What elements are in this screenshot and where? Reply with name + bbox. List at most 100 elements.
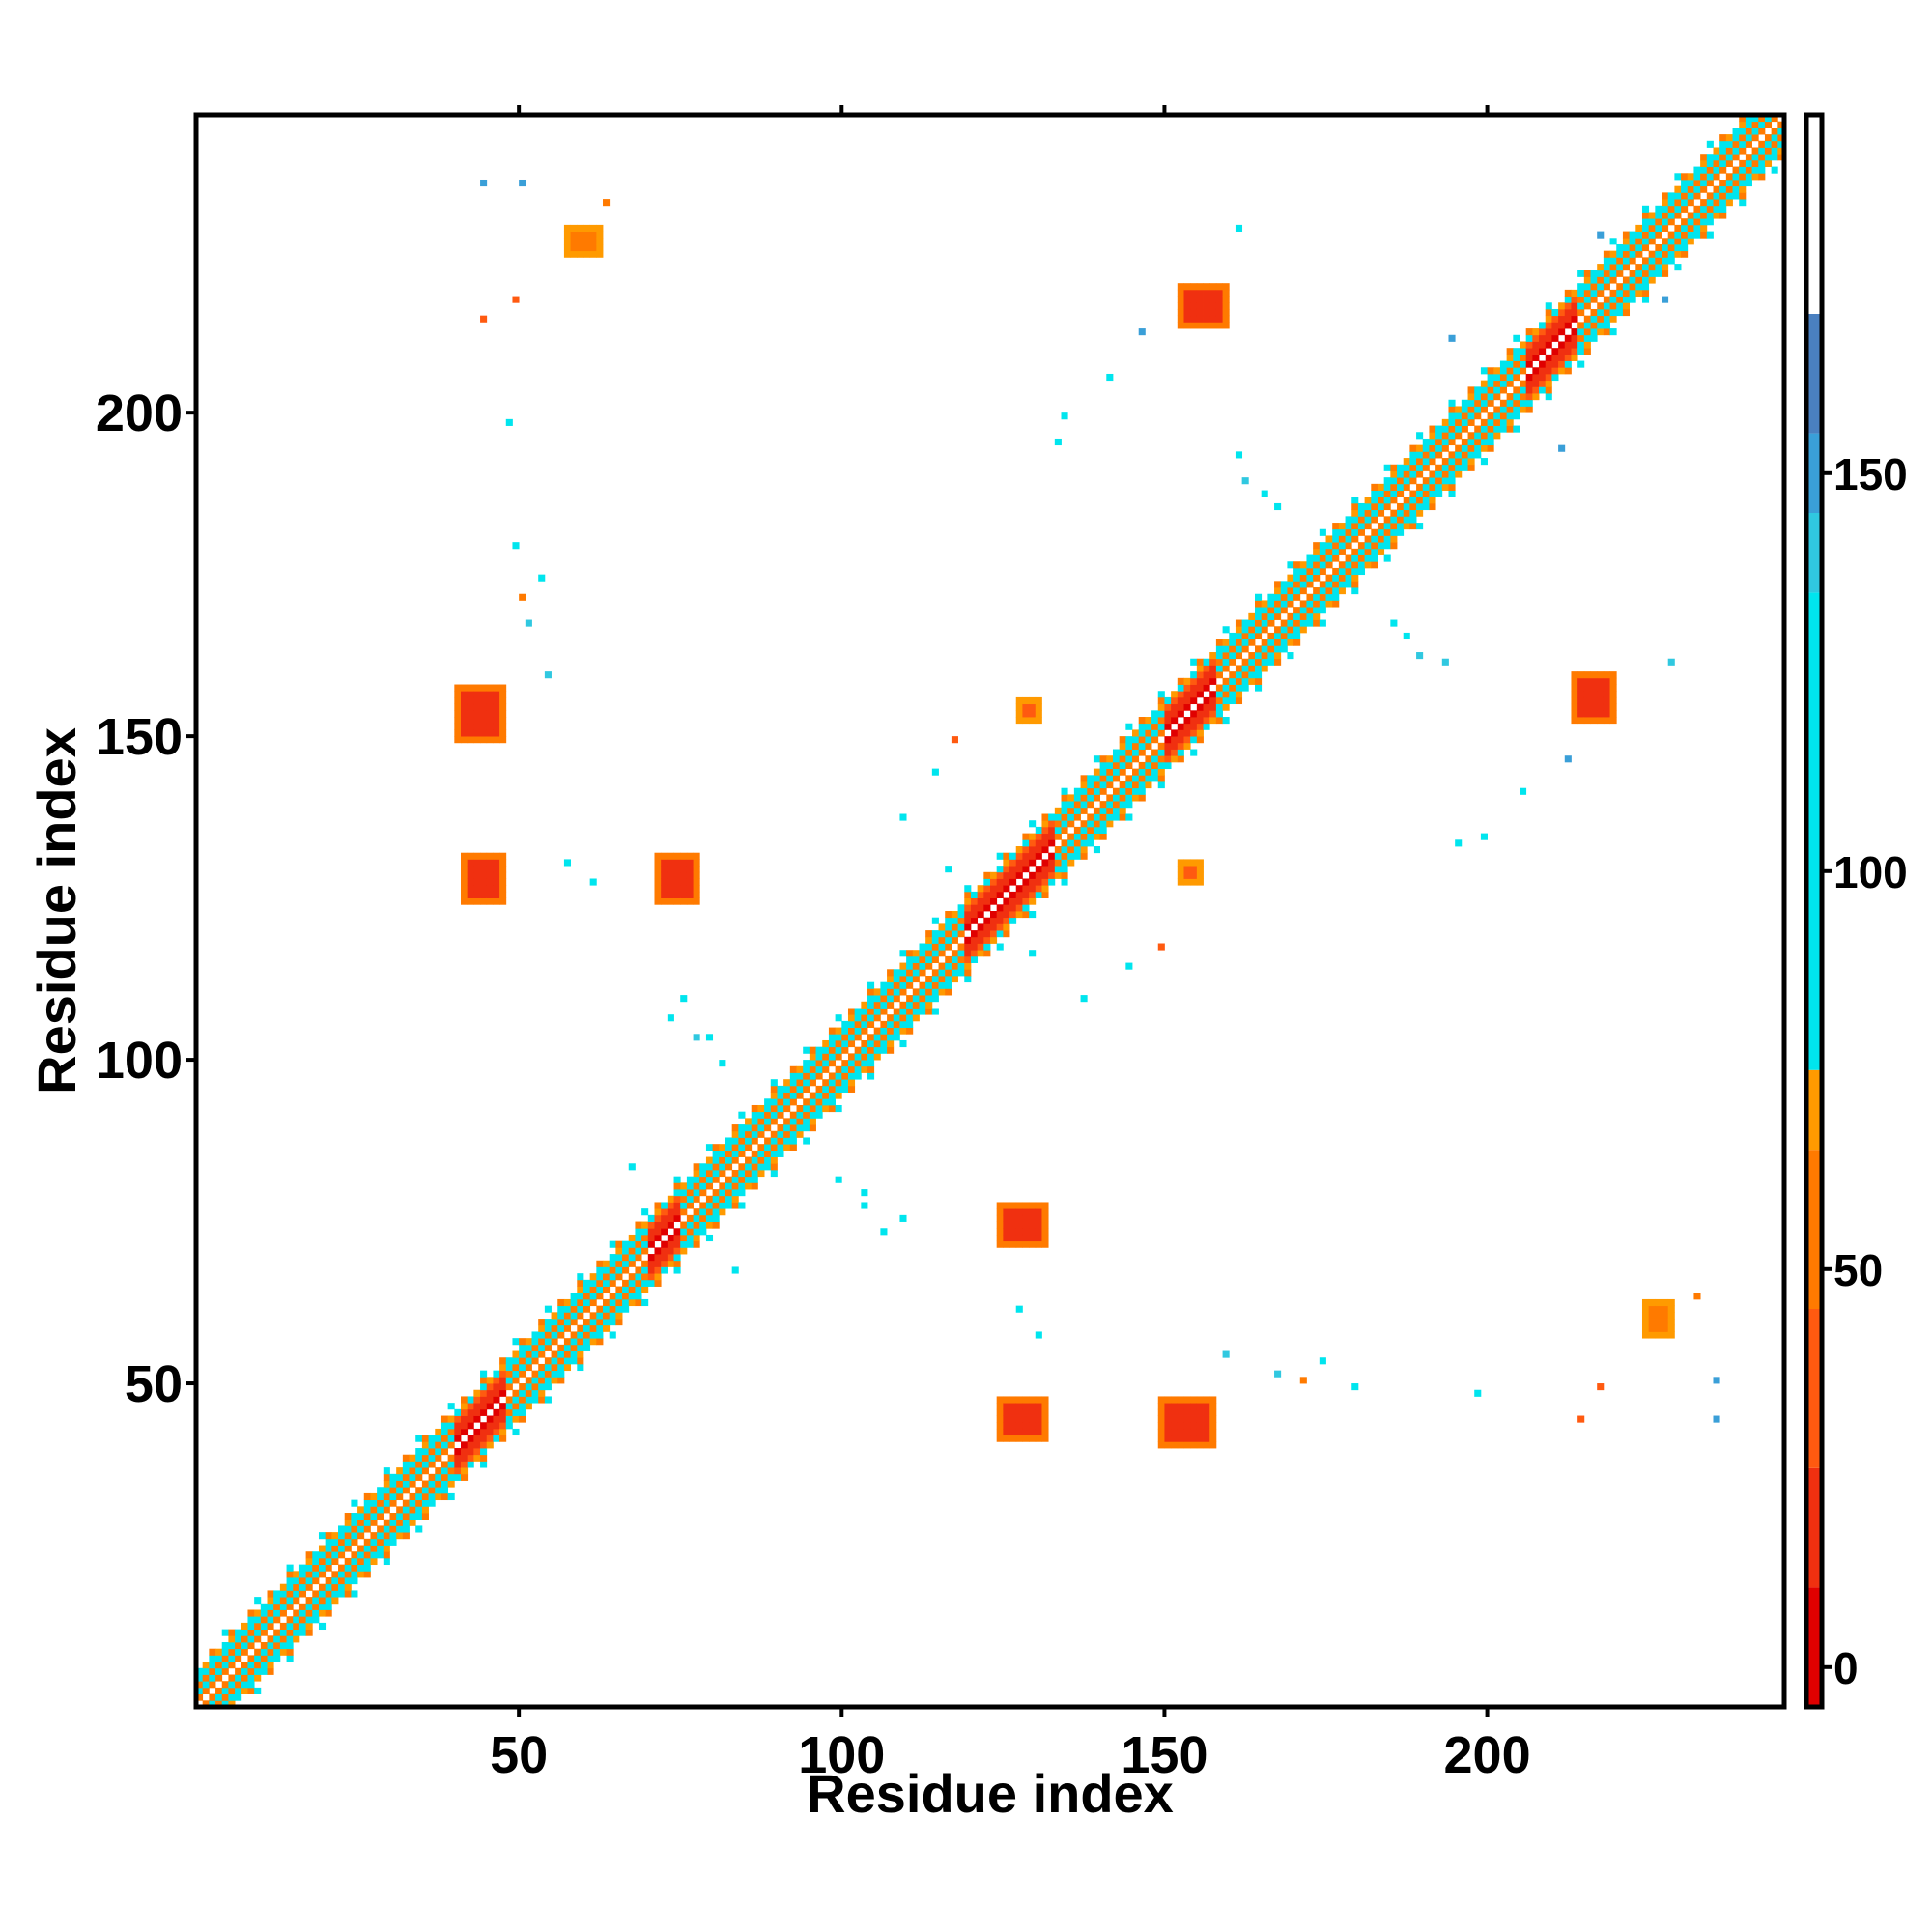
heatmap-cell xyxy=(815,1046,823,1054)
heatmap-cell xyxy=(512,1370,520,1378)
heatmap-cell xyxy=(841,1020,849,1028)
heatmap-cell xyxy=(1758,121,1766,128)
heatmap-cell xyxy=(1739,134,1747,142)
heatmap-cell xyxy=(383,1499,390,1507)
heatmap-cell xyxy=(1603,315,1610,323)
heatmap-cell xyxy=(1474,438,1482,446)
heatmap-cell xyxy=(596,1266,604,1274)
heatmap-cell xyxy=(1164,723,1172,730)
heatmap-cell xyxy=(1719,212,1727,219)
heatmap-cell xyxy=(1022,866,1030,873)
heatmap-cell xyxy=(1641,1331,1650,1339)
heatmap-cell xyxy=(1003,1415,1010,1423)
heatmap-cell xyxy=(383,1519,390,1526)
heatmap-cell xyxy=(1616,270,1624,277)
heatmap-cell xyxy=(1351,535,1359,543)
heatmap-cell xyxy=(931,930,939,938)
heatmap-cell xyxy=(635,1293,642,1300)
heatmap-cell xyxy=(1635,289,1643,297)
heatmap-cell xyxy=(454,696,462,705)
heatmap-cell xyxy=(1171,717,1179,724)
heatmap-cell xyxy=(293,1622,300,1631)
heatmap-cell xyxy=(499,684,507,692)
heatmap-cell xyxy=(1662,1298,1669,1307)
heatmap-cell xyxy=(919,1001,926,1009)
heatmap-cell xyxy=(286,1597,294,1605)
heatmap-cell xyxy=(1073,852,1081,860)
heatmap-cell xyxy=(596,1331,604,1339)
heatmap-cell xyxy=(1157,742,1165,750)
heatmap-cell xyxy=(1261,658,1268,666)
heatmap-cell xyxy=(1171,696,1179,705)
heatmap-cell xyxy=(428,1441,436,1449)
heatmap-cell xyxy=(1416,458,1424,466)
heatmap-cell xyxy=(686,866,694,873)
heatmap-cell xyxy=(1525,341,1533,349)
heatmap-cell xyxy=(1751,166,1759,174)
heatmap-cell xyxy=(538,1344,546,1351)
heatmap-cell xyxy=(1177,871,1184,879)
heatmap-cell xyxy=(1364,502,1372,511)
heatmap-cell xyxy=(1732,192,1740,200)
heatmap-cell xyxy=(1525,406,1533,413)
heatmap-cell xyxy=(996,1202,1004,1209)
heatmap-cell xyxy=(1506,348,1514,355)
heatmap-cell xyxy=(1177,322,1184,329)
heatmap-cell xyxy=(1280,619,1288,627)
heatmap-cell xyxy=(1655,264,1662,271)
heatmap-cell xyxy=(1048,871,1056,879)
heatmap-cell xyxy=(1422,502,1430,511)
heatmap-cell xyxy=(1022,717,1030,724)
heatmap-cell xyxy=(1706,173,1714,181)
heatmap-cell xyxy=(1390,464,1398,471)
heatmap-cell xyxy=(1293,612,1301,620)
heatmap-cell xyxy=(499,1403,507,1410)
heatmap-cell xyxy=(1390,483,1398,491)
heatmap-cell xyxy=(570,1350,578,1358)
heatmap-cell xyxy=(1545,360,1552,368)
heatmap-cell xyxy=(1480,393,1488,401)
heatmap-cell xyxy=(357,1545,365,1552)
heatmap-cell xyxy=(1106,813,1114,821)
heatmap-cell xyxy=(719,1169,726,1178)
heatmap-cell xyxy=(1209,283,1217,291)
heatmap-cell xyxy=(1655,243,1662,252)
heatmap-cell xyxy=(906,1014,914,1022)
heatmap-cell xyxy=(305,1583,313,1591)
heatmap-cell xyxy=(1209,1396,1217,1404)
heatmap-cell xyxy=(1629,231,1636,239)
heatmap-cell xyxy=(196,1667,204,1675)
heatmap-cell xyxy=(1461,458,1468,466)
heatmap-cell xyxy=(1725,185,1733,193)
heatmap-cell xyxy=(1235,671,1243,679)
heatmap-cell xyxy=(1209,1408,1217,1416)
heatmap-cell xyxy=(693,1163,700,1171)
heatmap-cell xyxy=(847,1008,856,1015)
heatmap-cell xyxy=(1093,833,1101,840)
heatmap-cell xyxy=(467,696,474,705)
heatmap-cell xyxy=(1190,1428,1198,1436)
heatmap-cell xyxy=(1313,593,1321,601)
heatmap-cell xyxy=(402,1532,410,1540)
heatmap-cell xyxy=(563,1324,572,1332)
heatmap-cell xyxy=(577,1293,584,1300)
heatmap-cell xyxy=(1112,801,1121,809)
heatmap-cell xyxy=(1545,367,1552,375)
heatmap-cell xyxy=(377,1492,384,1501)
heatmap-cell xyxy=(582,1293,591,1300)
heatmap-cell xyxy=(1003,1228,1010,1236)
heatmap-cell xyxy=(1725,147,1733,155)
heatmap-cell xyxy=(1229,696,1236,705)
heatmap-cell xyxy=(1099,761,1107,770)
heatmap-cell xyxy=(1003,1422,1010,1430)
heatmap-cell xyxy=(931,981,939,989)
heatmap-cell xyxy=(557,1377,565,1384)
heatmap-cell xyxy=(1222,703,1230,711)
heatmap-cell xyxy=(1061,813,1068,821)
heatmap-cell xyxy=(1029,859,1037,867)
heatmap-cell xyxy=(1571,341,1578,349)
heatmap-cell xyxy=(1196,302,1204,310)
heatmap-cell xyxy=(1015,846,1023,854)
heatmap-cell xyxy=(725,1163,733,1171)
heatmap-cell xyxy=(363,1519,371,1526)
